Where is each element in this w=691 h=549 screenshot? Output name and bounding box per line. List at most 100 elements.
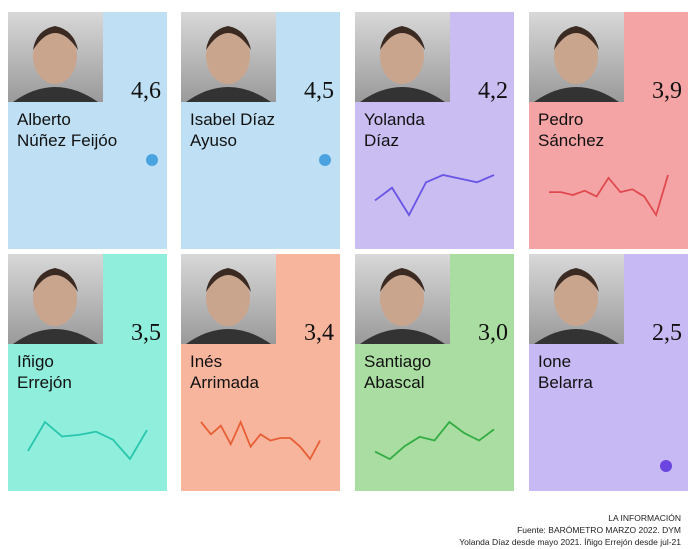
name-line: Arrimada — [190, 373, 259, 392]
photo — [8, 254, 103, 344]
face — [380, 270, 424, 326]
sparkline-area — [549, 174, 669, 218]
footer-brand: LA INFORMACIÓN — [608, 513, 681, 523]
name: Santiago Abascal — [364, 351, 431, 393]
name-line: Iñigo — [17, 352, 54, 371]
trend-line — [200, 419, 321, 461]
shoulders — [534, 87, 619, 102]
card: 3,0 Santiago Abascal — [355, 254, 514, 491]
score: 4,6 — [131, 78, 161, 104]
sparkline-area — [200, 419, 321, 461]
portrait — [13, 268, 98, 344]
card: 3,9 Pedro Sánchez — [529, 12, 688, 249]
footer-source: Fuente: BARÓMETRO MARZO 2022. DYM — [517, 525, 681, 535]
face — [206, 270, 250, 326]
sparkline-area — [374, 420, 495, 461]
portrait — [360, 26, 445, 102]
dot — [146, 154, 158, 166]
name-line: Ayuso — [190, 131, 237, 150]
face — [554, 270, 598, 326]
dot — [660, 460, 672, 472]
hair — [33, 268, 78, 292]
portrait — [186, 26, 271, 102]
footer-note: Yolanda Díaz desde mayo 2021. Íñigo Erre… — [459, 537, 681, 547]
name-line: Sánchez — [538, 131, 605, 150]
card: 4,2 Yolanda Díaz — [355, 12, 514, 249]
name-line: Alberto — [17, 110, 71, 129]
score: 3,9 — [652, 78, 682, 104]
portrait — [13, 26, 98, 102]
shoulders — [360, 87, 445, 102]
shoulders — [186, 87, 271, 102]
name: Isabel Díaz Ayuso — [190, 109, 275, 151]
name-line: Ione — [538, 352, 572, 371]
score: 3,4 — [304, 320, 334, 346]
card: 4,5 Isabel Díaz Ayuso — [181, 12, 340, 249]
hair — [554, 26, 599, 50]
name: Inés Arrimada — [190, 351, 259, 393]
sparkline-area — [27, 420, 148, 461]
face — [206, 28, 250, 84]
face — [33, 28, 77, 84]
trend-line — [549, 174, 669, 218]
trend-line — [374, 174, 495, 217]
card: 3,4 Inés Arrimada — [181, 254, 340, 491]
name: Ione Belarra — [538, 351, 593, 393]
portrait — [534, 268, 619, 344]
photo — [355, 254, 450, 344]
shoulders — [186, 329, 271, 344]
shoulders — [13, 329, 98, 344]
name-line: Isabel Díaz — [190, 110, 276, 129]
hair — [33, 26, 78, 50]
sparkline-area — [374, 174, 495, 217]
name-line: Núñez Feijóo — [17, 131, 118, 150]
portrait — [186, 268, 271, 344]
photo — [8, 12, 103, 102]
score: 3,5 — [131, 320, 161, 346]
hair — [554, 268, 599, 292]
name-line: Yolanda — [364, 110, 425, 129]
hair — [380, 26, 425, 50]
name: Iñigo Errejón — [17, 351, 72, 393]
trend-line — [374, 420, 495, 461]
photo — [529, 12, 624, 102]
name-line: Abascal — [364, 373, 425, 392]
hair — [206, 26, 251, 50]
dot — [319, 154, 331, 166]
face — [380, 28, 424, 84]
footer: LA INFORMACIÓN Fuente: BARÓMETRO MARZO 2… — [459, 512, 681, 548]
score: 2,5 — [652, 320, 682, 346]
card: 2,5 Ione Belarra — [529, 254, 688, 491]
name-line: Pedro — [538, 110, 584, 129]
trend-line — [27, 420, 148, 461]
portrait — [360, 268, 445, 344]
score: 4,5 — [304, 78, 334, 104]
sparkline-area — [660, 460, 672, 472]
name: Alberto Núñez Feijóo — [17, 109, 117, 151]
sparkline-area — [146, 154, 158, 166]
card: 4,6 Alberto Núñez Feijóo — [8, 12, 167, 249]
name-line: Díaz — [364, 131, 399, 150]
score: 3,0 — [478, 320, 508, 346]
name-line: Errejón — [17, 373, 72, 392]
photo — [355, 12, 450, 102]
name: Pedro Sánchez — [538, 109, 604, 151]
photo — [529, 254, 624, 344]
photo — [181, 12, 276, 102]
hair — [380, 268, 425, 292]
name-line: Santiago — [364, 352, 432, 371]
face — [554, 28, 598, 84]
face — [33, 270, 77, 326]
name: Yolanda Díaz — [364, 109, 425, 151]
name-line: Belarra — [538, 373, 593, 392]
shoulders — [360, 329, 445, 344]
shoulders — [13, 87, 98, 102]
sparkline-area — [319, 154, 331, 166]
portrait — [534, 26, 619, 102]
hair — [206, 268, 251, 292]
name-line: Inés — [190, 352, 223, 371]
photo — [181, 254, 276, 344]
score: 4,2 — [478, 78, 508, 104]
shoulders — [534, 329, 619, 344]
